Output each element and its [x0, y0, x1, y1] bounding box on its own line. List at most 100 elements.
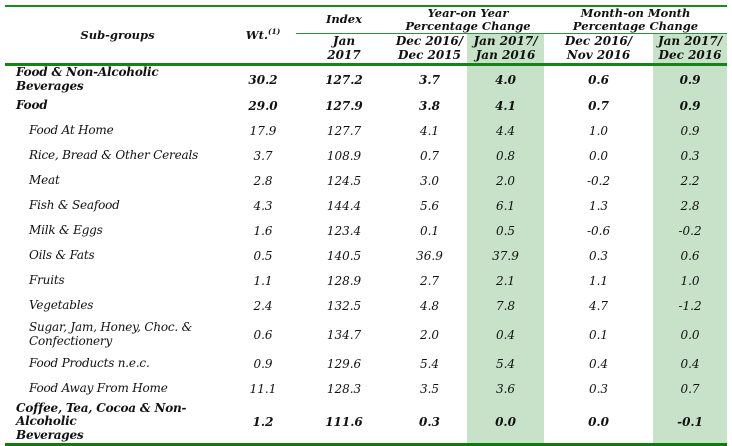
cell-mom-jan: 1.0: [653, 268, 728, 294]
cell-index: 129.6: [326, 357, 362, 372]
table-row: Vegetables 2.4 132.5 4.8 7.8 4.7 -1.2: [5, 293, 728, 319]
cell-yoy-dec: 5.4: [419, 357, 440, 372]
cell-yoy-dec: 0.3: [392, 401, 467, 446]
cell-yoy-jan: 4.4: [467, 118, 545, 144]
cell-subgroup-name: Food Products n.e.c.: [29, 356, 150, 371]
cell-yoy-dec: 4.8: [419, 299, 440, 314]
cell-yoy-jan: 6.1: [467, 193, 545, 219]
cell-weight: 1.6: [253, 224, 273, 239]
cell-weight: 1.1: [253, 274, 273, 289]
cell-index: 127.9: [325, 99, 363, 114]
cell-weight: 0.5: [253, 249, 273, 264]
table-header: Sub-groups Wt.(1) Index Year-on Year Per…: [5, 6, 728, 67]
cell-index: 111.6: [296, 401, 392, 446]
cell-yoy-dec: 3.0: [419, 174, 440, 189]
cell-mom-dec: -0.2: [586, 174, 611, 189]
cell-mom-dec: 0.7: [588, 99, 609, 114]
cell-yoy-jan: 0.5: [467, 218, 545, 244]
cell-weight: 0.9: [253, 357, 273, 372]
cell-subgroup-name: Rice, Bread & Other Cereals: [29, 148, 199, 163]
cell-weight: 0.6: [253, 328, 273, 343]
cell-yoy-dec: 2.7: [419, 274, 440, 289]
cpi-subgroups-table: Sub-groups Wt.(1) Index Year-on Year Per…: [5, 5, 728, 446]
cell-index: 123.4: [326, 224, 362, 239]
cell-weight: 3.7: [253, 149, 273, 164]
cell-mom-dec: 0.0: [588, 149, 609, 164]
cell-subgroup-name: Food Away From Home: [29, 381, 168, 396]
table-row: Food Away From Home 11.1 128.3 3.5 3.6 0…: [5, 376, 728, 402]
cell-subgroup-name: Food At Home: [29, 123, 114, 138]
cell-subgroup-name: Food & Non-Alcoholic Beverages: [16, 65, 159, 93]
cell-mom-jan: 0.9: [653, 118, 728, 144]
cell-yoy-jan: 2.1: [467, 268, 545, 294]
cell-yoy-dec: 4.1: [419, 124, 440, 139]
cell-mom-dec: 0.3: [588, 382, 609, 397]
cell-mom-jan: 0.9: [653, 64, 728, 94]
table-row: Sugar, Jam, Honey, Choc. & Confectionery…: [5, 318, 728, 352]
cell-mom-jan: -0.2: [653, 218, 728, 244]
cell-yoy-dec: 36.9: [416, 249, 443, 264]
cell-yoy-jan: 5.4: [467, 351, 545, 377]
header-yoy-group: Year-on Year Percentage Change: [392, 6, 545, 34]
cell-mom-dec: 0.4: [588, 357, 609, 372]
cell-subgroup-name: Food: [16, 98, 48, 113]
cell-yoy-jan: 2.0: [467, 168, 545, 194]
cell-yoy-jan: 0.8: [467, 143, 545, 169]
cell-index: 144.4: [326, 199, 362, 214]
cell-mom-dec: 1.0: [588, 124, 609, 139]
cell-mom-jan: -1.2: [653, 293, 728, 319]
cell-index: 108.9: [326, 149, 362, 164]
table-row: Food & Non-Alcoholic Beverages 30.2 127.…: [5, 64, 728, 94]
cell-yoy-dec: 3.8: [419, 99, 440, 114]
cell-subgroup-name: Sugar, Jam, Honey, Choc. & Confectionery: [29, 320, 193, 349]
cell-subgroup-name: Milk & Eggs: [29, 223, 103, 238]
cell-weight: 17.9: [249, 124, 277, 139]
cell-yoy-dec: 0.1: [419, 224, 440, 239]
cell-index: 128.3: [326, 382, 362, 397]
cell-yoy-jan: 4.0: [467, 64, 545, 94]
cell-mom-jan: -0.1: [653, 401, 728, 446]
cell-yoy-jan: 0.0: [467, 401, 545, 446]
cell-weight: 29.0: [248, 99, 278, 114]
cell-index: 140.5: [326, 249, 362, 264]
cell-yoy-jan: 3.6: [467, 376, 545, 402]
cell-subgroup-name: Oils & Fats: [29, 248, 95, 263]
cell-subgroup-name: Fruits: [29, 273, 65, 288]
header-mom-group: Month-on Month Percentage Change: [544, 6, 728, 34]
footnote-marker: (1): [267, 27, 281, 37]
cell-yoy-dec: 3.7: [419, 72, 440, 87]
cell-mom-dec: 0.3: [588, 249, 609, 264]
cell-mom-jan: 0.9: [653, 93, 728, 119]
table-row: Food At Home 17.9 127.7 4.1 4.4 1.0 0.9: [5, 118, 728, 144]
cell-subgroup-name: Vegetables: [29, 298, 94, 313]
cell-index: 127.2: [325, 72, 363, 87]
cell-mom-dec: 0.1: [588, 328, 609, 343]
header-mom-dec2016-nov2016: Dec 2016/ Nov 2016: [544, 33, 654, 67]
cell-weight: 2.8: [253, 174, 273, 189]
header-index: Index: [296, 6, 392, 34]
cell-mom-jan: 0.7: [653, 376, 728, 402]
header-yoy-jan2017-jan2016: Jan 2017/ Jan 2016: [467, 33, 545, 67]
cell-index: 134.7: [326, 328, 362, 343]
cell-mom-dec: 1.3: [588, 199, 609, 214]
cell-weight: 30.2: [248, 72, 278, 87]
cell-yoy-dec: 2.0: [419, 328, 440, 343]
cell-yoy-jan: 37.9: [467, 243, 545, 269]
table-row: Food Products n.e.c. 0.9 129.6 5.4 5.4 0…: [5, 351, 728, 377]
cell-weight: 11.1: [249, 382, 277, 397]
cell-mom-dec: 1.1: [588, 274, 609, 289]
cell-weight: 4.3: [253, 199, 273, 214]
table-row: Fish & Seafood 4.3 144.4 5.6 6.1 1.3 2.8: [5, 193, 728, 219]
header-index-jan2017: Jan 2017: [296, 33, 392, 67]
header-subcolumn-row: Jan 2017 Dec 2016/ Dec 2015 Jan 2017/ Ja…: [5, 33, 728, 67]
cell-subgroup-name: Meat: [29, 173, 60, 188]
header-yoy-dec2016-dec2015: Dec 2016/ Dec 2015: [392, 33, 467, 67]
header-weight-label: Wt.: [245, 27, 268, 42]
cell-yoy-dec: 5.6: [419, 199, 440, 214]
table-row: Milk & Eggs 1.6 123.4 0.1 0.5 -0.6 -0.2: [5, 218, 728, 244]
cell-subgroup-name: Fish & Seafood: [29, 198, 120, 213]
cell-mom-jan: 2.8: [653, 193, 728, 219]
cell-mom-dec: 0.0: [544, 401, 654, 446]
table-row: Coffee, Tea, Cocoa & Non-Alcoholic Bever…: [5, 401, 728, 446]
